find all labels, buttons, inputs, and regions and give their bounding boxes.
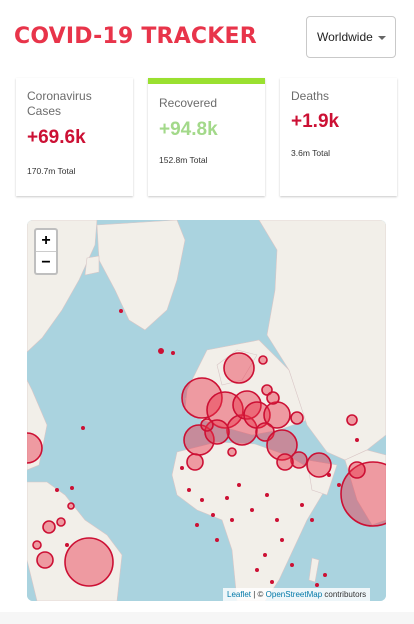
map-attribution: Leaflet | © OpenStreetMap contributors	[223, 588, 370, 601]
deaths-label: Deaths	[291, 89, 329, 104]
deaths-today: +1.9k	[291, 111, 339, 133]
app-title: COVID-19 TRACKER	[14, 24, 257, 49]
cases-total: 170.7m Total	[27, 166, 76, 176]
recovered-today: +94.8k	[159, 119, 218, 141]
chevron-down-icon	[378, 36, 386, 40]
recovered-total: 152.8m Total	[159, 155, 208, 165]
osm-link[interactable]: OpenStreetMap	[266, 590, 322, 599]
recovered-card[interactable]: Recovered +94.8k 152.8m Total	[148, 78, 265, 196]
world-map[interactable]	[27, 220, 386, 601]
map-canvas[interactable]	[27, 220, 386, 601]
country-select[interactable]: Worldwide	[306, 16, 396, 58]
zoom-in-button[interactable]: +	[36, 230, 56, 252]
attribution-contributors: contributors	[322, 590, 366, 599]
leaflet-link[interactable]: Leaflet	[227, 590, 251, 599]
cases-today: +69.6k	[27, 127, 86, 149]
attribution-separator: | ©	[251, 590, 266, 599]
zoom-control: + −	[34, 228, 58, 275]
country-select-value: Worldwide	[317, 30, 373, 44]
deaths-total: 3.6m Total	[291, 148, 330, 158]
cases-label: Coronavirus Cases	[27, 89, 107, 119]
deaths-card[interactable]: Deaths +1.9k 3.6m Total	[280, 78, 397, 196]
recovered-label: Recovered	[159, 96, 217, 111]
cases-card[interactable]: Coronavirus Cases +69.6k 170.7m Total	[16, 78, 133, 196]
zoom-out-button[interactable]: −	[36, 252, 56, 273]
